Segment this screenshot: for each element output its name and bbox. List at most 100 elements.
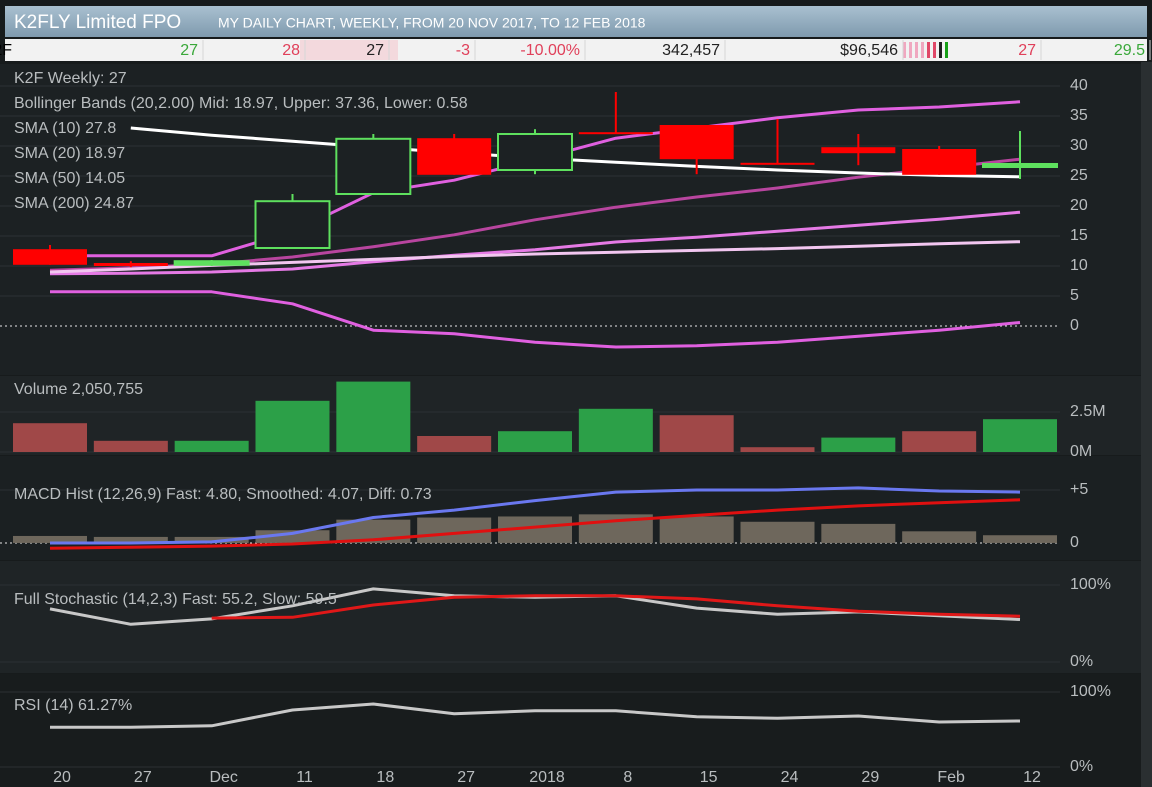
candle-body [821,147,896,154]
series-line [50,702,1021,729]
volume-bar [821,437,896,452]
y-tick-label: 0% [1070,758,1093,775]
panel: 0% 100% Full Stochastic (14,2,3) Fast: 55.… [0,561,1141,673]
y-tick-label: 25 [1070,167,1088,184]
panel-title: K2F Weekly: 27 [14,70,127,87]
candle-body [254,200,331,249]
panel: 0 5 10 15 20 25 30 35 40 K2F Weekly: 27 Bollinger … [0,64,1141,375]
macd-hist-bar [174,536,249,543]
volume-bar [983,419,1057,452]
y-tick-label: 0M [1070,443,1092,460]
panel-title: Full Stochastic (14,2,3) Fast: 55.2, Slo… [14,591,337,608]
quote-cell: 27 [1018,42,1036,59]
macd-hist-bar [659,516,734,543]
macd-hist-bar [13,535,87,543]
quote-cells: K2F 27 28 27 -3 -10.00% 342,457 $96,546 27 29.5 [0,40,1151,60]
y-tick-label: 35 [1070,107,1088,124]
y-tick-label: +5 [1070,481,1088,498]
x-tick-label: 15 [700,769,718,786]
y-tick-label: 2.5M [1070,403,1106,420]
series-line [50,290,1021,349]
y-tick-label: 30 [1070,137,1088,154]
header-subtitle: MY DAILY CHART, WEEKLY, FROM 20 NOV 2017… [218,15,646,31]
x-tick-label: 18 [376,769,394,786]
candle-body [173,260,250,266]
quote-cell: K2F [0,42,12,59]
candle-body [497,133,573,171]
x-tick-label: 29 [861,769,879,786]
macd-hist-bar [902,531,977,543]
candle-body [659,125,734,160]
bands-label: Bollinger Bands (20,2.00) Mid: 18.97, Up… [14,95,468,112]
series-line [49,210,1021,276]
panels: 0 5 10 15 20 25 30 35 40 K2F Weekly: 27 Bollinger … [0,64,1141,787]
legend-entry: SMA (200) 24.87 [14,195,134,212]
panel-background [0,456,1141,560]
y-tick-label: 0% [1070,653,1093,670]
candle-body [335,137,412,196]
quote-cell: 28 [282,42,300,59]
macd-hist-bar [821,523,896,543]
legend-entry: SMA (10) 27.8 [14,120,116,137]
x-tick-label: 24 [781,769,799,786]
candle-body [982,163,1058,168]
volume-bar [740,447,815,452]
quote-sparkbars [903,42,948,58]
quote-cell: -3 [456,42,470,59]
panel-title: Volume 2,050,755 [14,381,143,398]
y-tick-label: 40 [1070,77,1088,94]
quote-cell: -10.00% [520,42,580,59]
x-tick-label: 12 [1023,769,1041,786]
volume-bar [174,440,249,452]
volume-bar [902,431,977,452]
series-line [211,594,1021,620]
candle-body [740,162,815,165]
x-tick-label: 2018 [529,769,565,786]
y-tick-label: 100% [1070,576,1111,593]
volume-bar [93,440,168,452]
candle-body [93,263,168,266]
series-line [49,498,1021,550]
header-bar [5,6,1147,37]
legend-entry: SMA (50) 14.05 [14,170,125,187]
macd-hist-bar [93,536,168,543]
macd-hist-bar [983,535,1057,543]
panel-title: RSI (14) 61.27% [14,697,132,714]
x-tick-label: Dec [209,769,237,786]
y-tick-label: 0 [1070,317,1079,334]
quote-cell: $96,546 [840,42,898,59]
candle-body [902,149,977,175]
quote-cell: 342,457 [662,42,720,59]
panel: 0M 2.5M Volume 2,050,755 [0,376,1141,460]
y-tick-label: 0 [1070,534,1079,551]
y-tick-label: 10 [1070,257,1088,274]
y-tick-label: 20 [1070,197,1088,214]
panel: 0 +5 MACD Hist (12,26,9) Fast: 4.80, Smoot… [0,456,1141,560]
volume-bar [578,408,653,452]
x-tick-label: 11 [296,769,313,786]
volume-bar [417,436,492,452]
header-title: K2FLY Limited FPO [14,12,181,33]
scroll-strip [1141,62,1152,787]
panel-background [0,674,1141,787]
quote-cell: 27 [180,42,198,59]
volume-bar [336,381,411,452]
x-axis: 20 27 Dec 11 18 27 2018 8 15 24 29 Feb 12 [53,769,1041,786]
x-tick-label: 27 [457,769,475,786]
panel: 0% 100% RSI (14) 61.27% [0,674,1141,787]
y-tick-label: 15 [1070,227,1088,244]
volume-bar [498,431,572,452]
quote-highlight [300,40,398,60]
y-tick-label: 100% [1070,683,1111,700]
quote-row [5,39,1147,61]
volume-bar [255,400,330,452]
y-tick-label: 5 [1070,287,1079,304]
macd-hist-bar [740,521,815,543]
series-line [50,486,1021,545]
x-tick-label: 20 [53,769,71,786]
candle-body [417,138,492,175]
legend-entry: SMA (20) 18.97 [14,145,125,162]
candle-body [13,249,87,265]
